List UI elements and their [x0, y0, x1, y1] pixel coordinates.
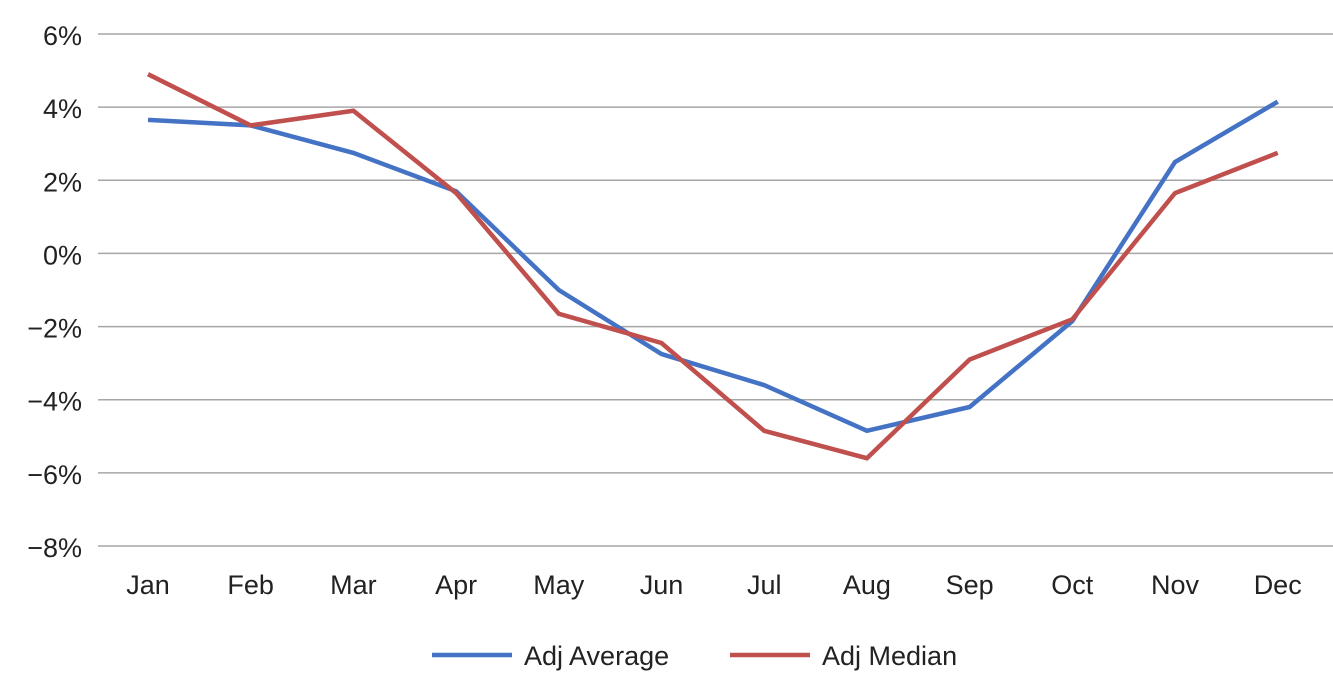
- y-tick-label: −6%: [27, 460, 82, 490]
- x-tick-label: Oct: [1051, 570, 1094, 600]
- legend-label: Adj Average: [524, 641, 669, 671]
- y-axis-tick-labels: 6% 4% 2% 0% −2% −4% −6% −8%: [27, 21, 82, 563]
- series-lines: [146, 72, 1279, 461]
- x-tick-label: Jan: [126, 570, 170, 600]
- x-tick-label: Apr: [435, 570, 477, 600]
- series-line-adj-average: [147, 99, 1279, 434]
- legend-label: Adj Median: [822, 641, 957, 671]
- x-tick-label: Mar: [330, 570, 377, 600]
- x-tick-label: Nov: [1151, 570, 1200, 600]
- x-tick-label: Feb: [227, 570, 274, 600]
- series-line-adj-median: [146, 72, 1279, 461]
- y-tick-label: 2%: [43, 167, 82, 197]
- y-tick-label: 6%: [43, 21, 82, 51]
- x-tick-label: Aug: [843, 570, 891, 600]
- x-tick-label: Jul: [747, 570, 782, 600]
- x-axis-tick-labels: Jan Feb Mar Apr May Jun Jul Aug Sep Oct Nov Dec: [126, 570, 1301, 600]
- y-tick-label: −4%: [27, 387, 82, 417]
- y-tick-label: 0%: [43, 240, 82, 270]
- x-tick-label: Sep: [946, 570, 994, 600]
- y-tick-label: 4%: [43, 94, 82, 124]
- x-tick-label: Jun: [640, 570, 684, 600]
- x-tick-label: May: [533, 570, 585, 600]
- y-tick-label: −8%: [27, 533, 82, 563]
- gridlines: [98, 33, 1333, 547]
- legend: Adj Average Adj Median: [432, 641, 957, 671]
- x-tick-label: Dec: [1254, 570, 1302, 600]
- y-tick-label: −2%: [27, 314, 82, 344]
